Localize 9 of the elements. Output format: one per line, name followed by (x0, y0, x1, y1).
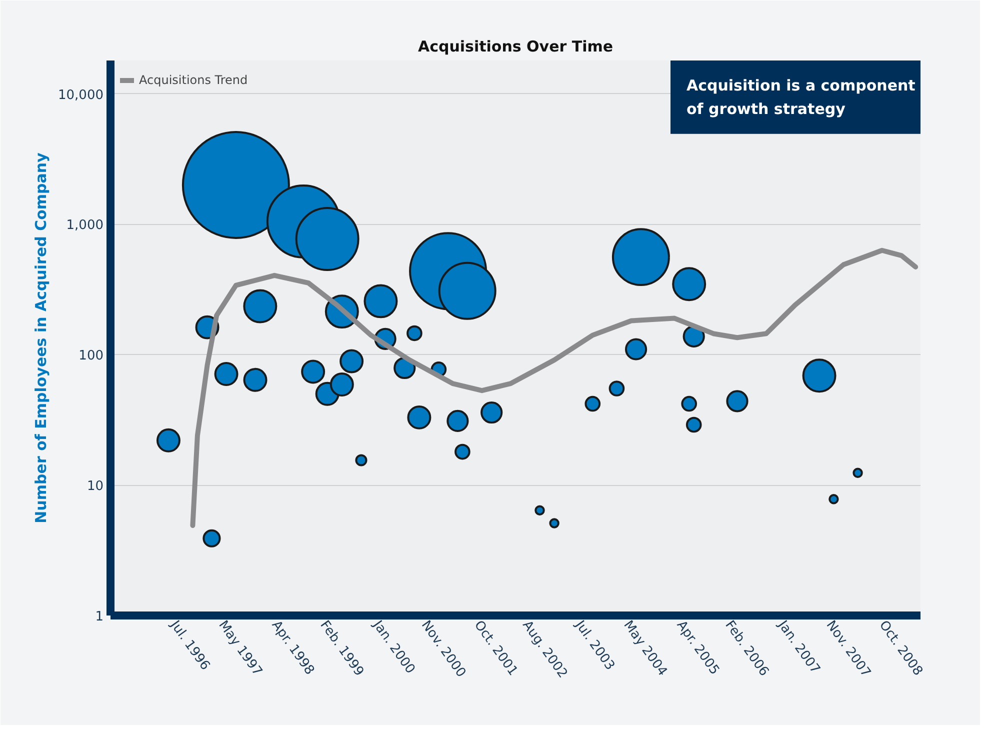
y-tick-label: 10 (86, 479, 104, 494)
legend-label: Acquisitions Trend (139, 73, 248, 87)
y-tick-label: 1,000 (66, 218, 104, 234)
y-tick-label: 10,000 (58, 88, 104, 103)
y-tick-label: 100 (78, 348, 104, 364)
chart-title: Acquisitions Over Time (418, 38, 614, 56)
y-axis-title: Number of Employees in Acquired Company (32, 152, 50, 524)
y-tick-label: 1 (95, 610, 104, 624)
annotation: Acquisition is a component of growth strategy (686, 76, 916, 118)
